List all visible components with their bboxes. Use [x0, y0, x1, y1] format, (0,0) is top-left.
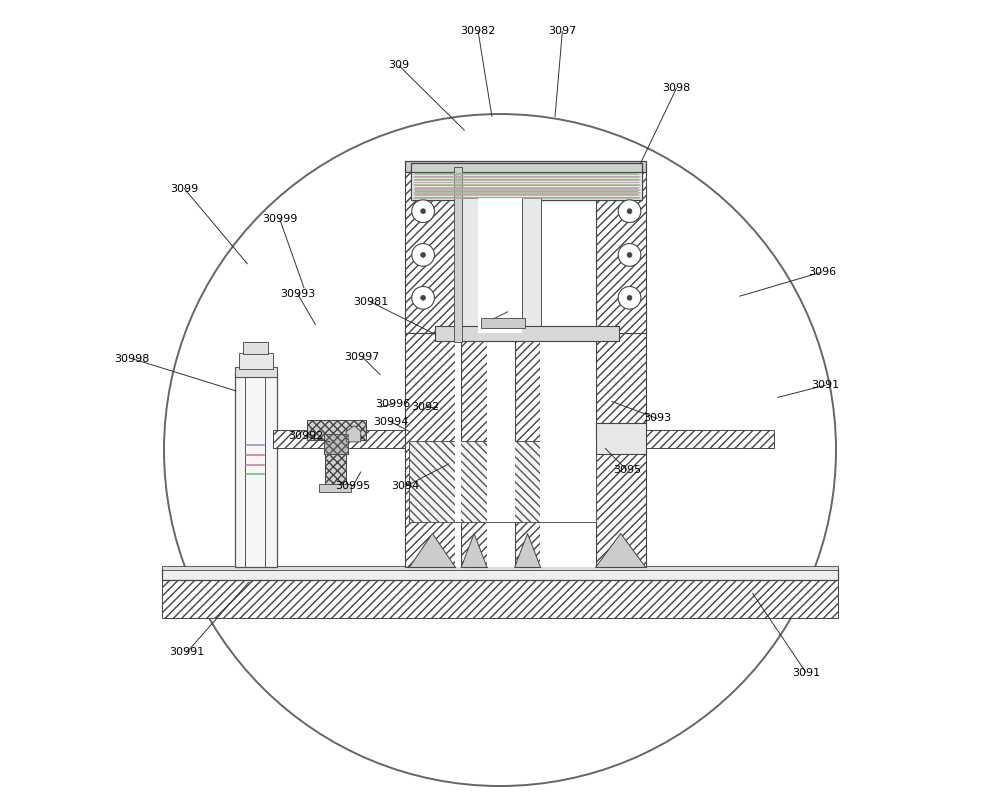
Text: 30995: 30995 [335, 482, 370, 491]
Text: 30998: 30998 [114, 354, 149, 363]
Bar [455, 441, 461, 522]
Polygon shape [596, 534, 646, 568]
Text: 30996: 30996 [376, 399, 411, 409]
Bar [162, 566, 838, 570]
Polygon shape [461, 534, 487, 568]
Bar [324, 434, 348, 454]
Text: 3095: 3095 [613, 466, 641, 475]
Bar [409, 441, 596, 522]
Polygon shape [346, 426, 361, 442]
Text: 3093: 3093 [643, 414, 671, 423]
Bar [162, 578, 838, 619]
Circle shape [421, 252, 426, 257]
Bar [596, 430, 774, 448]
Circle shape [627, 208, 632, 213]
Bar [459, 198, 478, 333]
Bar [596, 170, 646, 333]
Bar [411, 163, 642, 172]
Circle shape [627, 295, 632, 300]
Polygon shape [409, 534, 455, 568]
Bar [273, 430, 743, 448]
Bar [405, 308, 455, 568]
Bar [515, 308, 540, 568]
Text: 3098: 3098 [662, 84, 691, 93]
Bar [596, 308, 646, 568]
Bar [454, 168, 462, 342]
Circle shape [618, 200, 641, 222]
Bar [307, 420, 366, 440]
Circle shape [412, 286, 434, 309]
Circle shape [164, 114, 836, 786]
Bar [487, 308, 515, 568]
Text: 3096: 3096 [808, 267, 836, 277]
Text: 30982: 30982 [460, 27, 496, 36]
Bar [235, 367, 277, 377]
Bar [540, 308, 596, 568]
Text: 30997: 30997 [345, 352, 380, 362]
Circle shape [618, 243, 641, 266]
Bar [325, 438, 346, 488]
Text: 309: 309 [388, 61, 409, 71]
Bar [455, 308, 461, 568]
Text: 3097: 3097 [548, 27, 576, 36]
Text: 3091: 3091 [811, 380, 840, 390]
Text: 30999: 30999 [262, 214, 297, 225]
Bar [478, 198, 522, 333]
Circle shape [412, 200, 434, 222]
Bar [235, 373, 277, 568]
Circle shape [618, 286, 641, 309]
Circle shape [412, 243, 434, 266]
Text: 3092: 3092 [411, 402, 440, 412]
Bar [540, 441, 596, 522]
Circle shape [421, 295, 426, 300]
Text: 30992: 30992 [288, 431, 323, 441]
Bar [461, 308, 487, 568]
Bar [405, 170, 455, 333]
Text: 30981: 30981 [353, 297, 388, 307]
Text: 30994: 30994 [373, 417, 408, 427]
Bar [324, 434, 348, 454]
Bar [162, 569, 838, 580]
Text: 3099: 3099 [170, 183, 198, 194]
Bar [487, 441, 515, 522]
Circle shape [421, 208, 426, 213]
Text: 30991: 30991 [169, 647, 204, 658]
Circle shape [627, 252, 632, 257]
Bar [239, 353, 273, 369]
Text: 3094: 3094 [391, 482, 419, 491]
Polygon shape [515, 534, 540, 568]
Bar [243, 342, 268, 354]
Bar [411, 169, 642, 200]
Text: 3091: 3091 [792, 667, 820, 678]
Bar [405, 161, 646, 172]
Bar [596, 423, 646, 454]
Bar [522, 198, 541, 333]
Text: 30993: 30993 [280, 289, 315, 298]
Bar [481, 318, 525, 328]
Bar [435, 326, 619, 341]
Bar [319, 484, 351, 492]
